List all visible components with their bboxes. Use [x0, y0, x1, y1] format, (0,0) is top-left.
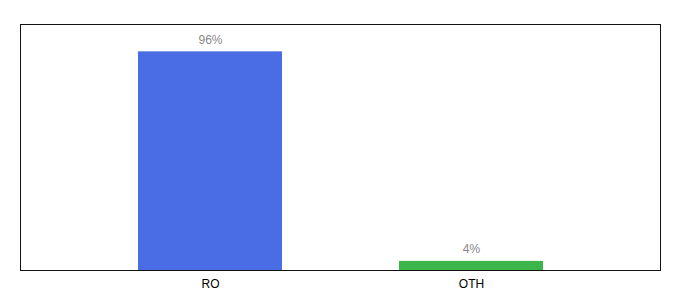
svg-text:4%: 4%: [463, 242, 481, 256]
svg-text:OTH: OTH: [459, 277, 484, 291]
svg-text:RO: RO: [202, 277, 220, 291]
svg-text:96%: 96%: [198, 33, 222, 47]
